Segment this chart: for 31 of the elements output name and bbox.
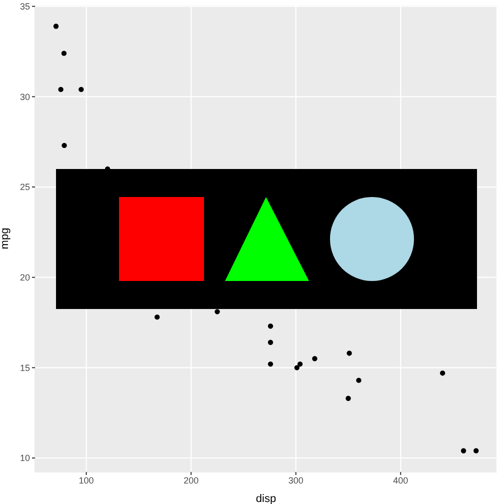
point (61, 50, 67, 56)
point (294, 365, 300, 370)
point (154, 314, 160, 320)
point (53, 24, 59, 29)
point (58, 86, 64, 92)
x-axis-title: disp (256, 493, 276, 504)
y-tick-label: 10 (20, 453, 30, 464)
point (460, 448, 466, 454)
y-tick-label: 15 (20, 362, 30, 373)
point (214, 309, 220, 314)
point (62, 142, 67, 148)
x-tick-label: 100 (78, 475, 94, 486)
point (312, 356, 318, 362)
point (268, 324, 274, 329)
y-tick-label: 20 (20, 272, 30, 283)
y-tick-label: 35 (20, 2, 30, 12)
x-tick-label: 300 (288, 475, 304, 486)
point (473, 448, 479, 454)
point (268, 340, 274, 345)
point (268, 361, 274, 367)
x-tick-label: 400 (393, 475, 408, 486)
point (440, 370, 446, 376)
point (346, 350, 352, 356)
point (297, 361, 303, 367)
point (78, 86, 84, 92)
point (346, 396, 351, 401)
y-tick-label: 30 (20, 92, 30, 102)
point (356, 378, 362, 383)
y-axis-title: mpg (0, 228, 11, 250)
x-tick-label: 200 (184, 475, 199, 486)
y-tick-label: 25 (20, 182, 30, 192)
